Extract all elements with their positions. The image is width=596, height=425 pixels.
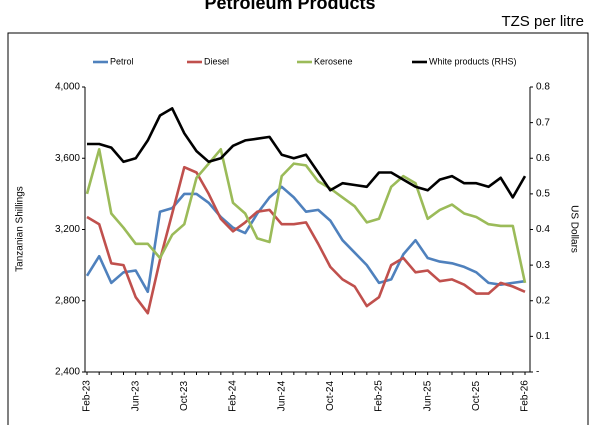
y2-tick-label: - (536, 367, 539, 378)
y2-tick-label: 0.3 (536, 260, 550, 271)
y2-tick-label: 0.8 (536, 82, 550, 93)
y-tick-label: 3,200 (55, 224, 80, 235)
legend-label: Kerosene (314, 56, 353, 66)
x-tick-label: Oct-24 (325, 381, 336, 411)
y2-axis-title: US Dollars (568, 205, 579, 253)
x-tick-label: Feb-25 (374, 380, 385, 412)
legend-label: White products (RHS) (429, 56, 517, 66)
y-tick-label: 2,400 (55, 367, 80, 378)
x-tick-label: Jun-25 (422, 380, 433, 411)
line-series (85, 185, 526, 294)
chart-frame (7, 32, 589, 425)
x-tick-label: Oct-23 (179, 381, 190, 411)
x-tick-label: Jun-24 (276, 380, 287, 411)
x-tick-label: Feb-26 (520, 380, 531, 412)
chart-title: Petroleum Products (204, 0, 375, 13)
y2-tick-label: 0.6 (536, 153, 550, 164)
line-series (87, 107, 527, 199)
y-axis-title: Tanzanian Shillings (15, 186, 26, 272)
y2-tick-label: 0.4 (536, 224, 550, 235)
y-tick-label: 3,600 (55, 153, 80, 164)
x-tick-label: Jun-23 (130, 380, 141, 411)
legend-label: Petrol (110, 56, 134, 66)
y2-tick-label: 0.2 (536, 295, 550, 306)
y-tick-label: 4,000 (55, 82, 80, 93)
line-series (86, 165, 526, 315)
x-tick-label: Feb-24 (228, 380, 239, 412)
x-tick-label: Oct-25 (471, 381, 482, 411)
y2-tick-label: 0.1 (536, 331, 550, 342)
legend-label: Diesel (204, 56, 229, 66)
y2-tick-label: 0.7 (536, 117, 550, 128)
line-series (85, 148, 527, 284)
y2-tick-label: 0.5 (536, 189, 550, 200)
x-tick-label: Feb-23 (82, 380, 93, 412)
y-tick-label: 2,800 (55, 295, 80, 306)
chart-subtitle: TZS per litre (501, 13, 584, 30)
